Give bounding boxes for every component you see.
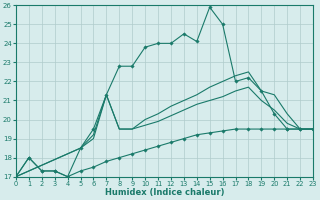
X-axis label: Humidex (Indice chaleur): Humidex (Indice chaleur) xyxy=(105,188,224,197)
